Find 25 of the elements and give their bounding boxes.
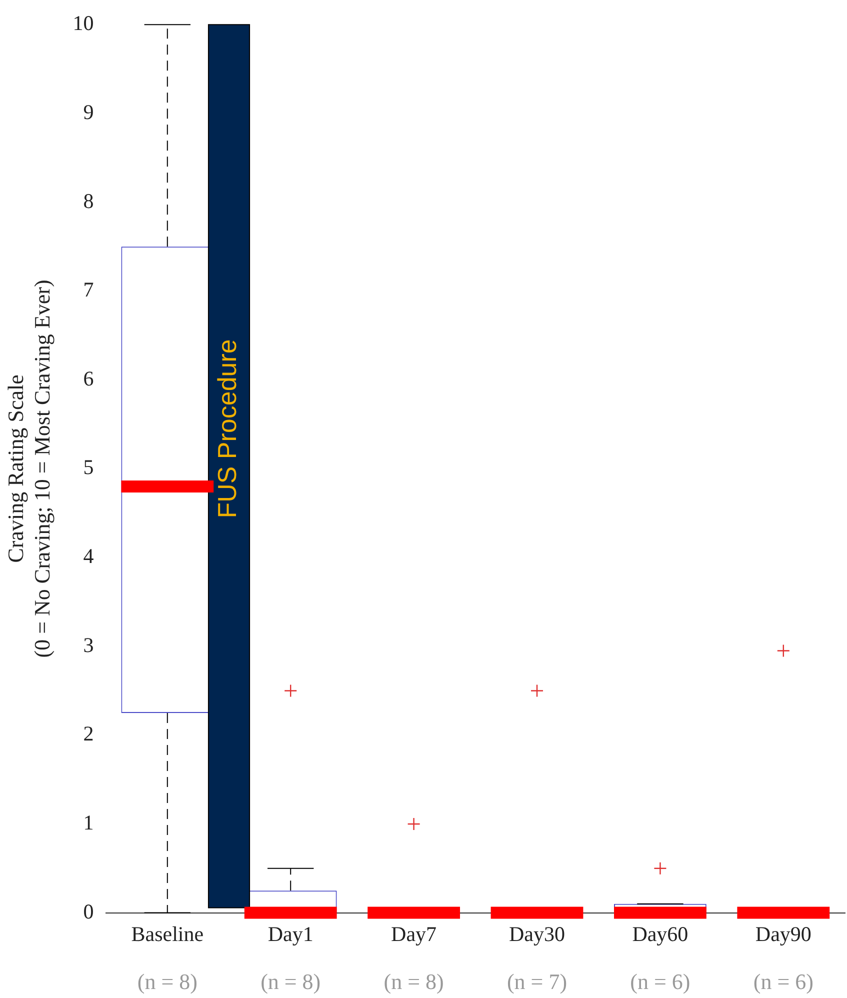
y-tick-label: 4 xyxy=(83,544,94,568)
y-tick-label: 10 xyxy=(72,11,94,36)
text: (n = 8) xyxy=(260,968,321,994)
y-axis-title: Craving Rating Scale (0 = No Craving; 10 = Most Craving Ever) xyxy=(2,280,54,658)
x-tick-label: Baseline xyxy=(131,922,204,946)
y-tick-label: 0 xyxy=(83,899,94,924)
y-tick-label: 7 xyxy=(83,278,94,302)
y-tick-label: 3 xyxy=(83,632,94,657)
x-tick-label: Day60 xyxy=(632,922,688,946)
x-tick-label: Day1 xyxy=(268,922,314,946)
text: (n = 7) xyxy=(506,968,568,994)
y-tick-label: 9 xyxy=(83,100,94,124)
band-label: FUS Procedure xyxy=(212,339,242,518)
x-tick-label: Day30 xyxy=(509,922,565,946)
x-tick-label: Day90 xyxy=(755,922,812,946)
text: (n = 8) xyxy=(384,968,444,994)
text: (n = 6) xyxy=(630,968,690,994)
y-tick-label: 8 xyxy=(83,188,94,213)
x-tick-label: Day7 xyxy=(391,922,437,946)
y-tick-label: 5 xyxy=(83,455,94,480)
text: (n = 8) xyxy=(137,968,198,994)
y-tick-label: 1 xyxy=(83,810,94,834)
y-tick-label: 2 xyxy=(83,722,94,746)
y-tick-label: 6 xyxy=(83,366,94,390)
text: (n = 6) xyxy=(753,968,814,994)
